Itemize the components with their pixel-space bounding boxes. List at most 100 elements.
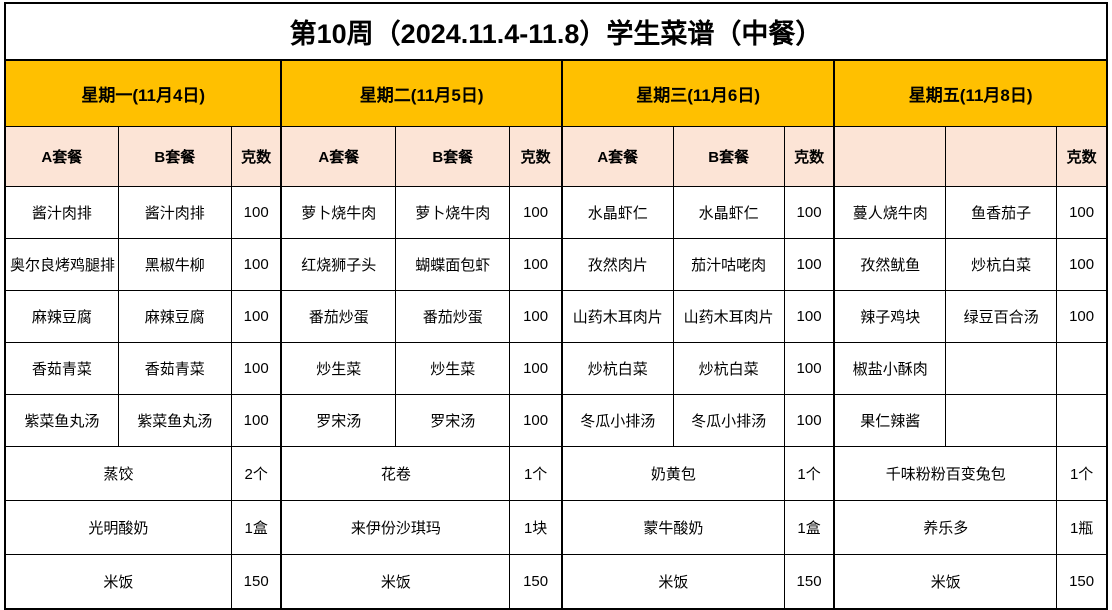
dish-cell-b: 罗宋汤 (395, 394, 511, 447)
dish-cell-a: 酱汁肉排 (4, 186, 119, 239)
dish-cell-b: 炒生菜 (395, 342, 511, 395)
menu-sheet: 第10周（2024.11.4-11.8）学生菜谱（中餐） 星期一(11月4日) … (4, 2, 1108, 610)
menu-table: 第10周（2024.11.4-11.8）学生菜谱（中餐） 星期一(11月4日) … (4, 2, 1108, 610)
col-header-grams: 克数 (1056, 126, 1107, 187)
grams-cell: 100 (783, 394, 836, 447)
dish-cell-a: 奥尔良烤鸡腿排 (4, 238, 119, 291)
dish-cell-a: 罗宋汤 (280, 394, 397, 447)
dish-cell-b: 蝴蝶面包虾 (395, 238, 511, 291)
extra-row: 光明酸奶 1盒 来伊份沙琪玛 1块 蒙牛酸奶 1盒 养乐多 1瓶 (4, 500, 1107, 555)
dish-cell-b: 酱汁肉排 (117, 186, 232, 239)
dish-cell-a: 麻辣豆腐 (4, 290, 119, 343)
dish-cell-a: 椒盐小酥肉 (833, 342, 947, 395)
col-header-a (833, 126, 947, 187)
extra-qty-cell: 150 (230, 554, 283, 610)
dish-cell-a: 山药木耳肉片 (561, 290, 674, 343)
dish-cell-a: 炒生菜 (280, 342, 397, 395)
dish-row: 紫菜鱼丸汤 紫菜鱼丸汤 100 罗宋汤 罗宋汤 100 冬瓜小排汤 冬瓜小排汤 … (4, 394, 1107, 447)
extra-item-cell: 米饭 (833, 554, 1058, 610)
extra-qty-cell: 2个 (230, 446, 283, 501)
title-row: 第10周（2024.11.4-11.8）学生菜谱（中餐） (4, 2, 1107, 61)
extra-item-cell: 米饭 (4, 554, 232, 610)
grams-cell: 100 (230, 186, 283, 239)
extra-row: 蒸饺 2个 花卷 1个 奶黄包 1个 千味粉粉百变兔包 1个 (4, 446, 1107, 501)
extra-item-cell: 米饭 (561, 554, 785, 610)
extra-qty-cell: 1个 (1056, 446, 1107, 501)
grams-cell: 100 (509, 290, 563, 343)
col-header-a: A套餐 (561, 126, 674, 187)
dish-cell-b: 炒杭白菜 (945, 238, 1058, 291)
dish-cell-b (945, 342, 1058, 395)
col-header-a: A套餐 (4, 126, 119, 187)
day-header-tuesday: 星期二(11月5日) (280, 59, 563, 127)
grams-cell: 100 (230, 238, 283, 291)
grams-cell: 100 (783, 186, 836, 239)
dish-cell-b: 萝卜烧牛肉 (395, 186, 511, 239)
grams-cell: 100 (509, 342, 563, 395)
extra-item-cell: 蒸饺 (4, 446, 232, 501)
grams-cell: 100 (1056, 186, 1107, 239)
dish-cell-a: 孜然肉片 (561, 238, 674, 291)
dish-cell-b: 山药木耳肉片 (672, 290, 785, 343)
dish-cell-b: 绿豆百合汤 (945, 290, 1058, 343)
page-title: 第10周（2024.11.4-11.8）学生菜谱（中餐） (4, 2, 1107, 61)
dish-cell-b: 麻辣豆腐 (117, 290, 232, 343)
grams-cell (1056, 394, 1107, 447)
extra-qty-cell: 1个 (509, 446, 563, 501)
extra-item-cell: 花卷 (280, 446, 511, 501)
dish-cell-b: 炒杭白菜 (672, 342, 785, 395)
dish-cell-a: 番茄炒蛋 (280, 290, 397, 343)
grams-cell: 100 (1056, 238, 1107, 291)
dish-cell-a: 红烧狮子头 (280, 238, 397, 291)
grams-cell: 100 (230, 290, 283, 343)
day-header-wednesday: 星期三(11月6日) (561, 59, 836, 127)
extra-item-cell: 蒙牛酸奶 (561, 500, 785, 555)
dish-cell-a: 蔓人烧牛肉 (833, 186, 947, 239)
grams-cell: 100 (509, 394, 563, 447)
dish-cell-a: 紫菜鱼丸汤 (4, 394, 119, 447)
dish-cell-b: 番茄炒蛋 (395, 290, 511, 343)
dish-cell-b: 黑椒牛柳 (117, 238, 232, 291)
col-header-b: B套餐 (672, 126, 785, 187)
extra-item-cell: 来伊份沙琪玛 (280, 500, 511, 555)
grams-cell: 100 (783, 290, 836, 343)
grams-cell: 100 (783, 342, 836, 395)
dish-cell-a: 炒杭白菜 (561, 342, 674, 395)
dish-row: 酱汁肉排 酱汁肉排 100 萝卜烧牛肉 萝卜烧牛肉 100 水晶虾仁 水晶虾仁 … (4, 186, 1107, 239)
dish-cell-a: 冬瓜小排汤 (561, 394, 674, 447)
grams-cell: 100 (230, 342, 283, 395)
grams-cell: 100 (230, 394, 283, 447)
dish-cell-a: 孜然鱿鱼 (833, 238, 947, 291)
col-header-a: A套餐 (280, 126, 397, 187)
extra-qty-cell: 150 (783, 554, 836, 610)
day-header-friday: 星期五(11月8日) (833, 59, 1107, 127)
grams-cell (1056, 342, 1107, 395)
dish-cell-b: 茄汁咕咾肉 (672, 238, 785, 291)
day-header-row: 星期一(11月4日) 星期二(11月5日) 星期三(11月6日) 星期五(11月… (4, 59, 1107, 127)
extra-qty-cell: 1盒 (783, 500, 836, 555)
extra-qty-cell: 150 (1056, 554, 1107, 610)
grams-cell: 100 (509, 238, 563, 291)
grams-cell: 100 (783, 238, 836, 291)
extra-qty-cell: 1块 (509, 500, 563, 555)
dish-cell-a: 香茹青菜 (4, 342, 119, 395)
extra-item-cell: 奶黄包 (561, 446, 785, 501)
dish-cell-b: 冬瓜小排汤 (672, 394, 785, 447)
extra-qty-cell: 1个 (783, 446, 836, 501)
dish-cell-a: 水晶虾仁 (561, 186, 674, 239)
grams-cell: 100 (509, 186, 563, 239)
col-header-grams: 克数 (230, 126, 283, 187)
col-header-b: B套餐 (117, 126, 232, 187)
dish-cell-b: 香茹青菜 (117, 342, 232, 395)
extra-item-cell: 养乐多 (833, 500, 1058, 555)
extra-item-cell: 光明酸奶 (4, 500, 232, 555)
dish-row: 香茹青菜 香茹青菜 100 炒生菜 炒生菜 100 炒杭白菜 炒杭白菜 100 … (4, 342, 1107, 395)
col-header-grams: 克数 (783, 126, 836, 187)
dish-cell-a: 辣子鸡块 (833, 290, 947, 343)
extra-item-cell: 千味粉粉百变兔包 (833, 446, 1058, 501)
col-header-grams: 克数 (509, 126, 563, 187)
dish-row: 奥尔良烤鸡腿排 黑椒牛柳 100 红烧狮子头 蝴蝶面包虾 100 孜然肉片 茄汁… (4, 238, 1107, 291)
extra-qty-cell: 150 (509, 554, 563, 610)
col-header-b (945, 126, 1058, 187)
dish-cell-a: 萝卜烧牛肉 (280, 186, 397, 239)
